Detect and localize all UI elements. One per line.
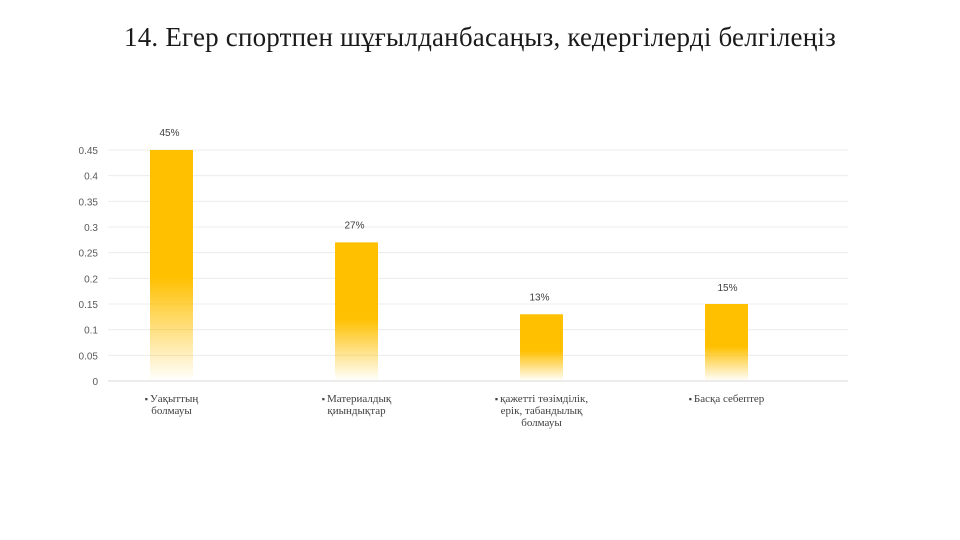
bar	[150, 150, 193, 381]
data-label: 45%	[159, 128, 179, 139]
y-tick-label: 0.35	[79, 197, 99, 208]
data-label: 27%	[344, 220, 364, 231]
category-label: ▪ Уақыттың болмауы	[102, 393, 242, 417]
data-label: 15%	[717, 283, 737, 294]
y-tick-label: 0.05	[79, 351, 99, 362]
y-tick-label: 0.45	[79, 146, 99, 157]
category-label-line: Басқа себептер	[693, 393, 765, 405]
category-label-line: қиындықтар	[327, 405, 386, 417]
category-label-line: Уақыттың	[149, 393, 199, 405]
category-label-line: Материалдық	[326, 393, 392, 405]
category-label-line: ерік, табандылық	[500, 405, 583, 417]
y-tick-label: 0.15	[79, 300, 99, 311]
y-tick-label: 0.2	[84, 274, 98, 285]
legend-bullet-icon: ▪	[144, 394, 148, 404]
y-tick-label: 0.1	[84, 326, 98, 337]
bar	[335, 242, 378, 381]
y-tick-label: 0.3	[84, 223, 98, 234]
legend-bullet-icon: ▪	[321, 394, 325, 404]
legend-bullet-icon: ▪	[688, 394, 692, 404]
chart-title: 14. Егер спортпен шұғылданбасаңыз, кедер…	[124, 22, 836, 52]
legend-bullet-icon: ▪	[494, 394, 499, 404]
bar	[705, 304, 748, 381]
y-tick-label: 0.25	[79, 249, 99, 260]
y-tick-label: 0.4	[84, 172, 98, 183]
category-label: ▪ Материалдық қиындықтар	[287, 393, 427, 417]
category-label-line: болмауы	[151, 405, 192, 417]
category-label: ▪ Басқа себептер	[657, 393, 797, 405]
y-tick-label: 0	[92, 377, 98, 388]
category-label-line: қажетті төзімділік,	[500, 393, 589, 405]
category-label-line: болмауы	[521, 417, 562, 429]
category-label: ▪ қажетті төзімділік, ерік, табандылық болм…	[472, 393, 612, 429]
data-label: 13%	[529, 292, 549, 303]
bar	[520, 314, 563, 381]
